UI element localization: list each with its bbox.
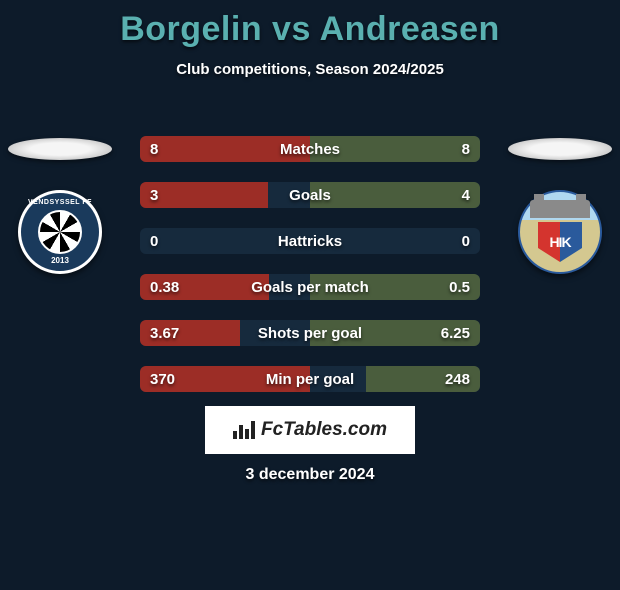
stat-row: 8 Matches 8 — [140, 136, 480, 162]
stat-value-left: 0 — [150, 233, 158, 250]
stat-value-left: 3 — [150, 187, 158, 204]
stat-value-left: 3.67 — [150, 325, 179, 342]
stat-value-right: 4 — [462, 187, 470, 204]
stat-value-left: 0.38 — [150, 279, 179, 296]
soccer-ball-icon — [38, 210, 82, 254]
stat-row: 0 Hattricks 0 — [140, 228, 480, 254]
comparison-title: Borgelin vs Andreasen — [0, 10, 620, 49]
stat-row: 0.38 Goals per match 0.5 — [140, 274, 480, 300]
club-right-letters: HIK — [549, 234, 570, 250]
stat-row: 3 Goals 4 — [140, 182, 480, 208]
stat-value-right: 0.5 — [449, 279, 470, 296]
bar-fill-left — [140, 182, 268, 208]
player-left-name: Borgelin — [120, 10, 262, 48]
club-badge-right: HIK — [518, 190, 602, 274]
stat-value-right: 0 — [462, 233, 470, 250]
player-left-photo-placeholder — [8, 138, 112, 160]
date-label: 3 december 2024 — [0, 466, 620, 484]
stat-value-right: 6.25 — [441, 325, 470, 342]
stat-label: Shots per goal — [258, 325, 362, 342]
shield-icon: HIK — [538, 222, 582, 262]
stat-row: 370 Min per goal 248 — [140, 366, 480, 392]
stat-label: Goals per match — [251, 279, 369, 296]
club-left-year: 2013 — [51, 256, 69, 265]
subtitle: Club competitions, Season 2024/2025 — [0, 61, 620, 78]
stat-value-right: 248 — [445, 371, 470, 388]
stat-label: Min per goal — [266, 371, 354, 388]
stat-label: Matches — [280, 141, 340, 158]
player-right-photo-placeholder — [508, 138, 612, 160]
stat-value-left: 8 — [150, 141, 158, 158]
vs-text: vs — [262, 10, 319, 48]
stat-value-left: 370 — [150, 371, 175, 388]
stats-bars-container: 8 Matches 8 3 Goals 4 0 Hattricks 0 0.38 Goals per… — [140, 136, 480, 412]
stat-row: 3.67 Shots per goal 6.25 — [140, 320, 480, 346]
stat-label: Goals — [289, 187, 331, 204]
castle-wall-icon — [530, 200, 590, 218]
stat-label: Hattricks — [278, 233, 342, 250]
fctables-label: FcTables.com — [261, 419, 387, 441]
fctables-watermark: FcTables.com — [205, 406, 415, 454]
club-left-name: VENDSYSSEL FF — [28, 199, 92, 206]
bar-chart-icon — [233, 421, 255, 439]
club-badge-left: VENDSYSSEL FF 2013 — [18, 190, 102, 274]
player-right-name: Andreasen — [320, 10, 500, 48]
stat-value-right: 8 — [462, 141, 470, 158]
bar-fill-right — [310, 182, 480, 208]
